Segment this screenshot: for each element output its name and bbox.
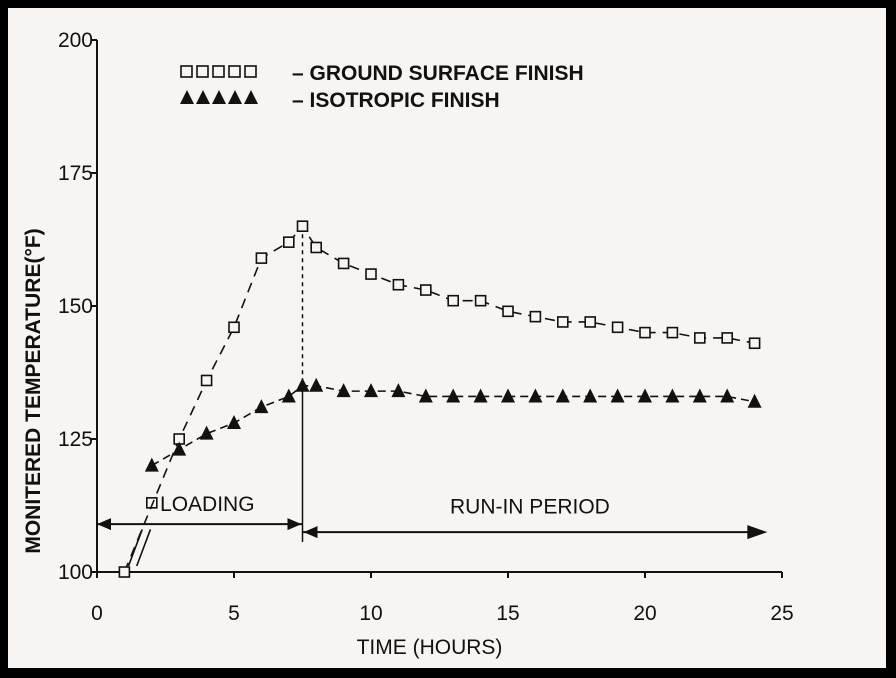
ground-surface-point (419, 284, 432, 296)
legend-square-symbol (196, 65, 209, 78)
x-axis-title: TIME (HOURS) (357, 636, 503, 659)
y-tick-label: 125 (58, 428, 93, 451)
x-tick-label: 10 (359, 602, 382, 625)
ground-surface-point (310, 241, 323, 254)
x-tick-label: 5 (228, 602, 240, 625)
ground-surface-point (282, 236, 295, 248)
ground-surface-point (502, 305, 514, 318)
legend-square-symbol (180, 65, 193, 78)
axis-break-slash (135, 529, 152, 567)
ground-surface-point (611, 321, 624, 334)
isotropic-point (364, 383, 378, 398)
isotropic-point (473, 388, 488, 403)
ground-surface-point (529, 310, 542, 323)
ground-surface-point (693, 332, 706, 344)
y-axis-title: MONITERED TEMPERATURE(°F) (22, 228, 45, 553)
legend-triangle-symbol (212, 90, 226, 104)
ground-surface-point (228, 321, 240, 334)
run-in-period-label: RUN-IN PERIOD (450, 495, 610, 518)
ground-surface-point (365, 268, 377, 280)
ground-surface-point (447, 294, 460, 307)
isotropic-point (227, 415, 241, 430)
ground-surface-point (392, 278, 405, 291)
isotropic-point (336, 383, 351, 398)
isotropic-point (610, 388, 625, 403)
isotropic-point (281, 388, 296, 403)
x-tick-label: 25 (770, 602, 793, 625)
loading-arrow-right-head (287, 518, 302, 531)
ground-surface-point (118, 566, 131, 578)
isotropic-point (172, 441, 187, 456)
legend-triangle-symbol (228, 90, 242, 104)
ground-surface-point (255, 252, 268, 264)
loading-label: LOADING (160, 493, 255, 516)
ground-surface-point (639, 326, 651, 339)
isotropic-point (638, 388, 652, 403)
legend-triangle-symbol (180, 90, 194, 104)
ground-surface-point (200, 374, 213, 387)
isotropic-point (446, 388, 461, 403)
isotropic-point (692, 388, 707, 403)
isotropic-point (747, 393, 762, 408)
ground-surface-point (337, 257, 350, 270)
x-tick-label: 20 (633, 602, 656, 625)
isotropic-point (665, 388, 680, 403)
axis-break-slash (127, 529, 143, 567)
loading-square-marker (146, 497, 158, 509)
x-tick-label: 0 (91, 602, 103, 625)
isotropic-point (555, 388, 570, 403)
phase-annotations: LOADING RUN-IN PERIOD (97, 226, 768, 542)
isotropic-point (720, 388, 735, 403)
y-tick-label: 100 (58, 561, 93, 584)
isotropic-point (144, 457, 159, 472)
loading-arrow-left-head (97, 518, 111, 531)
ground-surface-point (748, 337, 761, 350)
ground-surface-point (584, 316, 597, 328)
y-tick-label: 200 (58, 29, 93, 52)
ground-surface-point (721, 332, 734, 344)
ground-surface-point (666, 326, 679, 339)
isotropic-point (199, 425, 214, 440)
isotropic-point (418, 388, 433, 403)
y-tick-label: 175 (58, 162, 93, 185)
ground-surface-point (474, 294, 487, 307)
ground-surface-point (296, 220, 309, 232)
isotropic-point (528, 388, 543, 403)
series-lines (123, 224, 755, 573)
legend-triangle-symbol (244, 90, 258, 104)
ground-surface-line (123, 224, 755, 573)
series-markers (118, 220, 762, 578)
isotropic-point (254, 399, 269, 414)
legend-label-ground: – GROUND SURFACE FINISH (292, 62, 584, 85)
isotropic-point (309, 377, 324, 392)
run-in-arrow-left-head (303, 526, 318, 539)
chart-paper (8, 8, 886, 668)
legend-square-symbol (212, 65, 225, 78)
isotropic-point (583, 388, 598, 403)
legend-square-symbol (244, 65, 257, 78)
y-tick-label: 150 (58, 295, 93, 318)
ground-surface-point (556, 316, 569, 328)
x-tick-label: 15 (496, 602, 519, 625)
legend-square-symbol (228, 65, 241, 78)
isotropic-point (295, 377, 310, 392)
tick-group: 100 125 150 175 200 0 5 10 15 20 25 (58, 29, 794, 625)
isotropic-point (501, 388, 515, 403)
legend: – GROUND SURFACE FINISH – ISOTROPIC FINI… (180, 62, 584, 112)
legend-label-isotropic: – ISOTROPIC FINISH (292, 89, 500, 112)
legend-triangle-symbol (196, 90, 210, 104)
run-in-arrow-right-head (747, 525, 768, 540)
isotropic-point (391, 383, 406, 398)
